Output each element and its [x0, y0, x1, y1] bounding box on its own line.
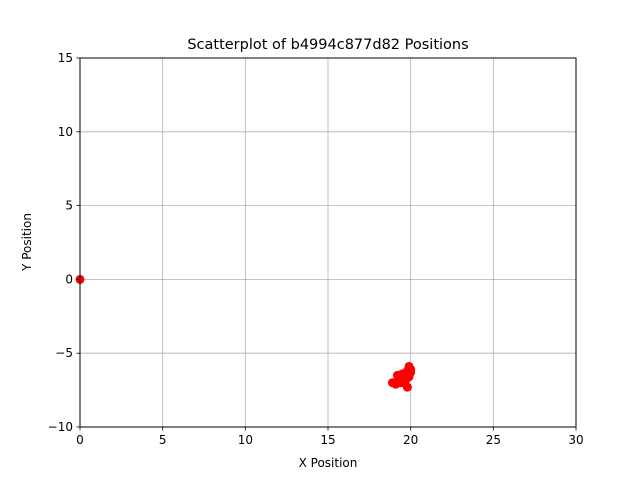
x-tick-label: 15: [320, 433, 335, 447]
x-tick-label: 30: [568, 433, 583, 447]
x-tick-label: 10: [238, 433, 253, 447]
y-tick-label: 5: [65, 199, 73, 213]
x-axis-label: X Position: [299, 456, 358, 470]
y-tick-label: 0: [65, 272, 73, 286]
data-point: [389, 378, 399, 388]
y-tick-label: 10: [58, 125, 73, 139]
y-tick-label: −5: [55, 346, 73, 360]
data-point: [402, 382, 412, 392]
y-axis-label: Y Position: [20, 213, 34, 272]
y-tick-label: 15: [58, 51, 73, 65]
data-point: [402, 366, 412, 376]
x-tick-label: 25: [486, 433, 501, 447]
data-points: [75, 274, 416, 392]
chart-title: Scatterplot of b4994c877d82 Positions: [187, 37, 468, 53]
x-tick-label: 0: [76, 433, 84, 447]
axis-ticks: 0 5 10 15 20 25 30 −10 −5 0 5 10 15: [48, 51, 584, 447]
x-tick-label: 20: [403, 433, 418, 447]
x-tick-label: 5: [159, 433, 167, 447]
y-tick-label: −10: [48, 420, 73, 434]
